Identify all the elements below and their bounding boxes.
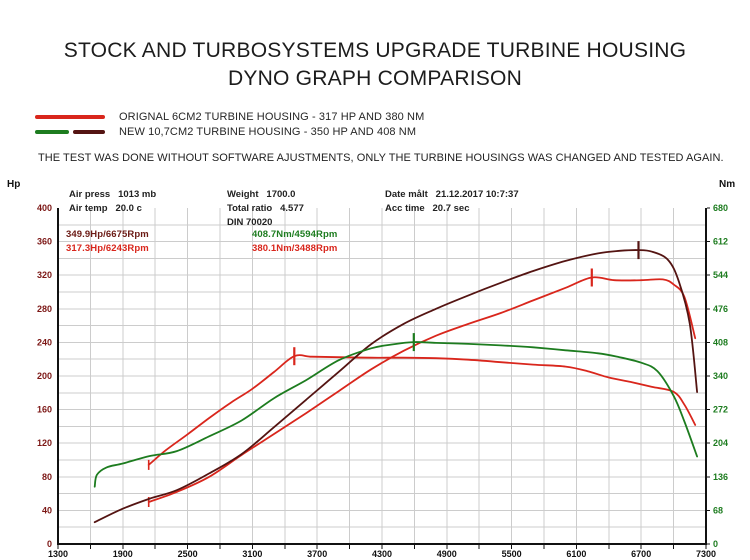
- x-axis-tick-label: 6100: [566, 549, 586, 559]
- nm-axis-tick-label: 340: [713, 371, 728, 381]
- hp-axis-tick-label: 0: [47, 539, 52, 549]
- x-axis-tick-label: 3100: [242, 549, 262, 559]
- hp-axis-tick-label: 40: [42, 505, 52, 515]
- hp-axis-tick-label: 400: [37, 203, 52, 213]
- page-title-line1: STOCK AND TURBOSYSTEMS UPGRADE TURBINE H…: [63, 38, 687, 62]
- hp-axis-tick-label: 120: [37, 438, 52, 448]
- page-title-line2: DYNO GRAPH COMPARISON: [227, 66, 523, 90]
- x-axis-tick-label: 4900: [437, 549, 457, 559]
- x-axis-tick-label: 5500: [502, 549, 522, 559]
- nm-axis-tick-label: 476: [713, 304, 728, 314]
- legend-item-original: ORIGNAL 6CM2 TURBINE HOUSING - 317 HP AN…: [35, 109, 424, 124]
- x-axis-tick-label: 1900: [113, 549, 133, 559]
- legend-label-original: ORIGNAL 6CM2 TURBINE HOUSING - 317 HP AN…: [119, 110, 425, 123]
- nm-axis-tick-label: 544: [713, 270, 728, 280]
- test-info-column-vehicle: Weight 1700.0 Total ratio 4.577 DIN 70020: [227, 188, 304, 230]
- x-axis-tick-label: 3700: [307, 549, 327, 559]
- hp-axis-tick-label: 240: [37, 337, 52, 347]
- legend-line-red: [35, 114, 105, 119]
- hp-axis-tick-label: 80: [42, 472, 52, 482]
- hp-axis-tick-label: 320: [37, 270, 52, 280]
- nm-axis-tick-label: 612: [713, 237, 728, 247]
- series-line-new-torque-nm: [93, 341, 698, 488]
- series-line-stock-torque-nm: [147, 354, 697, 466]
- test-info-row: Air press 1013 mb: [69, 189, 157, 200]
- x-axis-tick-label: 7300: [696, 549, 716, 559]
- test-info-row: DIN 70020: [227, 217, 273, 228]
- peak-annotation-new-torque: 408.7Nm/4594Rpm: [252, 229, 338, 240]
- series-line-new-power-hp: [93, 249, 698, 524]
- nm-axis-tick-label: 0: [713, 539, 718, 549]
- peak-annotation-stock-torque: 380.1Nm/3488Rpm: [252, 243, 338, 254]
- hp-axis-tick-label: 360: [37, 237, 52, 247]
- x-axis-tick-label: 1300: [48, 549, 68, 559]
- peak-annotation-new-power: 349.9Hp/6675Rpm: [66, 229, 149, 240]
- nm-axis-tick-label: 68: [713, 505, 723, 515]
- test-info-row: Acc time 20.7 sec: [385, 203, 470, 214]
- legend-item-new: NEW 10,7CM2 TURBINE HOUSING - 350 HP AND…: [35, 124, 424, 139]
- page-title: STOCK AND TURBOSYSTEMS UPGRADE TURBINE H…: [8, 36, 743, 92]
- legend-swatch-original: [35, 114, 105, 119]
- x-axis-tick-label: 4300: [372, 549, 392, 559]
- legend-line-green: [35, 129, 69, 134]
- test-info-row: Weight 1700.0: [227, 189, 296, 200]
- legend-swatch-new: [35, 129, 105, 134]
- nm-axis-tick-label: 408: [713, 337, 728, 347]
- nm-axis-tick-label: 204: [713, 438, 728, 448]
- hp-axis-tick-label: 200: [37, 371, 52, 381]
- legend-line-maroon: [73, 129, 105, 134]
- test-info-column-ambient: Air press 1013 mb Air temp 20.0 c: [69, 188, 156, 216]
- nm-axis-tick-label: 136: [713, 472, 728, 482]
- hp-axis-tick-label: 280: [37, 304, 52, 314]
- left-axis-unit-label: Hp: [7, 179, 21, 190]
- hp-axis-tick-label: 160: [37, 405, 52, 415]
- x-axis-tick-label: 2500: [178, 549, 198, 559]
- right-axis-unit-label: Nm: [719, 179, 736, 190]
- test-note: THE TEST WAS DONE WITHOUT SOFTWARE AJUST…: [38, 152, 724, 164]
- nm-axis-tick-label: 272: [713, 405, 728, 415]
- series-line-stock-power-hp: [147, 276, 697, 503]
- test-info-row: Total ratio 4.577: [227, 203, 304, 214]
- x-axis-tick-label: 6700: [631, 549, 651, 559]
- test-info-row: Air temp 20.0 c: [69, 203, 142, 214]
- legend-label-new: NEW 10,7CM2 TURBINE HOUSING - 350 HP AND…: [119, 125, 417, 138]
- peak-annotation-stock-power: 317.3Hp/6243Rpm: [66, 243, 149, 254]
- test-info-row: Date målt 21.12.2017 10:7:37: [385, 189, 519, 200]
- nm-axis-tick-label: 680: [713, 203, 728, 213]
- test-info-column-run: Date målt 21.12.2017 10:7:37 Acc time 20.…: [385, 188, 519, 216]
- legend: ORIGNAL 6CM2 TURBINE HOUSING - 317 HP AN…: [35, 109, 424, 139]
